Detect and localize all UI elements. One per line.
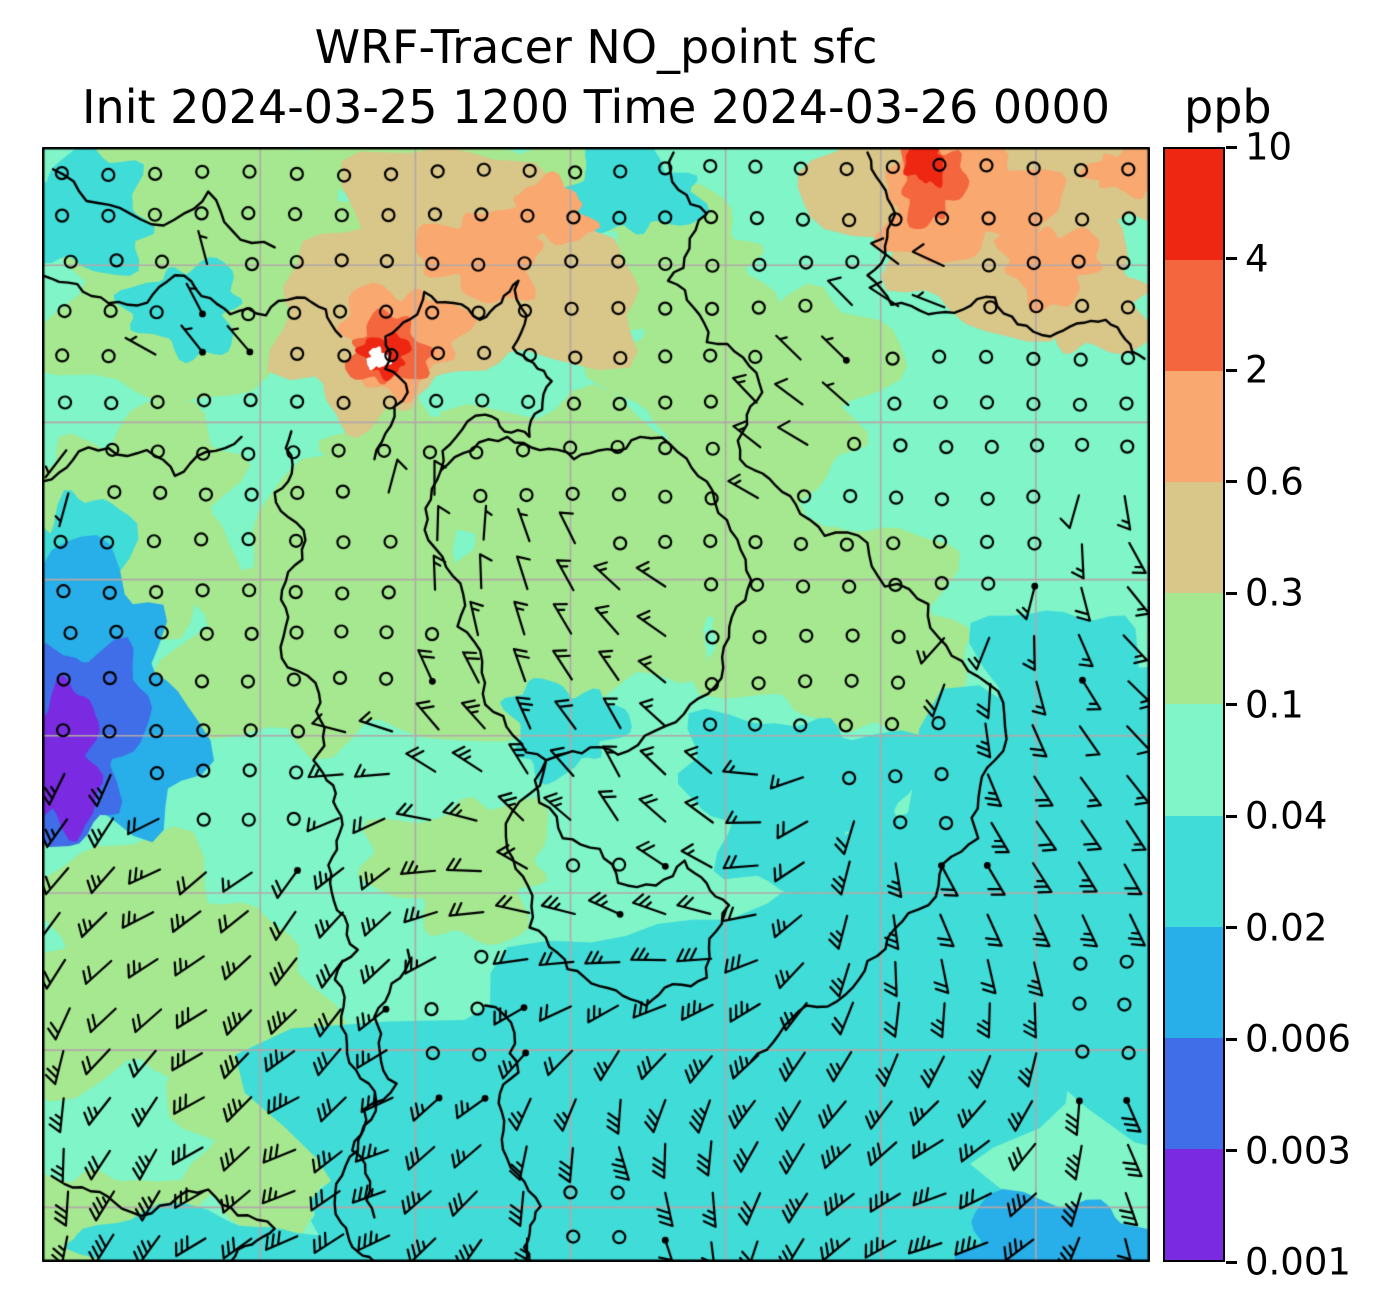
- colorbar-tick-label: 0.001: [1245, 1240, 1351, 1284]
- colorbar-tick: [1226, 703, 1237, 706]
- colorbar-tick-label: 0.04: [1245, 794, 1328, 838]
- colorbar-tick-label: 0.02: [1245, 906, 1328, 949]
- colorbar-units-label: ppb: [1184, 80, 1272, 134]
- colorbar-segment: [1165, 815, 1223, 927]
- colorbar-tick-label: 0.6: [1245, 460, 1304, 503]
- colorbar-tick: [1226, 145, 1237, 149]
- map-plot-area: [42, 147, 1150, 1262]
- chart-subtitle: Init 2024-03-25 1200 Time 2024-03-26 000…: [81, 80, 1110, 134]
- colorbar-tick-label: 0.006: [1245, 1017, 1351, 1061]
- colorbar-segment: [1165, 371, 1223, 483]
- colorbar-segment: [1165, 1037, 1223, 1149]
- colorbar-tick: [1226, 480, 1237, 483]
- colorbar-tick: [1226, 1149, 1237, 1152]
- colorbar-segment: [1165, 704, 1223, 816]
- colorbar-segment: [1165, 926, 1223, 1038]
- colorbar-segment: [1165, 593, 1223, 705]
- colorbar-segment: [1165, 260, 1223, 372]
- colorbar-tick: [1226, 1037, 1237, 1041]
- colorbar-tick-label: 0.3: [1245, 571, 1304, 615]
- chart-title: WRF-Tracer NO_point sfc: [314, 20, 878, 74]
- colorbar-tick-label: 0.1: [1245, 683, 1304, 726]
- colorbar-tick: [1226, 368, 1237, 372]
- map-canvas: [42, 147, 1150, 1262]
- colorbar-tick: [1226, 814, 1237, 818]
- colorbar-segment: [1165, 1148, 1223, 1260]
- colorbar-tick-label: 2: [1245, 348, 1269, 392]
- colorbar-tick-label: 4: [1245, 237, 1269, 280]
- colorbar-tick: [1226, 926, 1237, 929]
- colorbar-tick: [1226, 591, 1237, 595]
- colorbar-tick-label: 10: [1245, 125, 1293, 169]
- colorbar-segment: [1165, 482, 1223, 594]
- colorbar-tick-label: 0.003: [1245, 1129, 1351, 1172]
- colorbar-segment: [1165, 149, 1223, 261]
- colorbar-tick: [1226, 257, 1237, 260]
- colorbar-tick: [1226, 1260, 1237, 1264]
- colorbar: [1163, 147, 1225, 1262]
